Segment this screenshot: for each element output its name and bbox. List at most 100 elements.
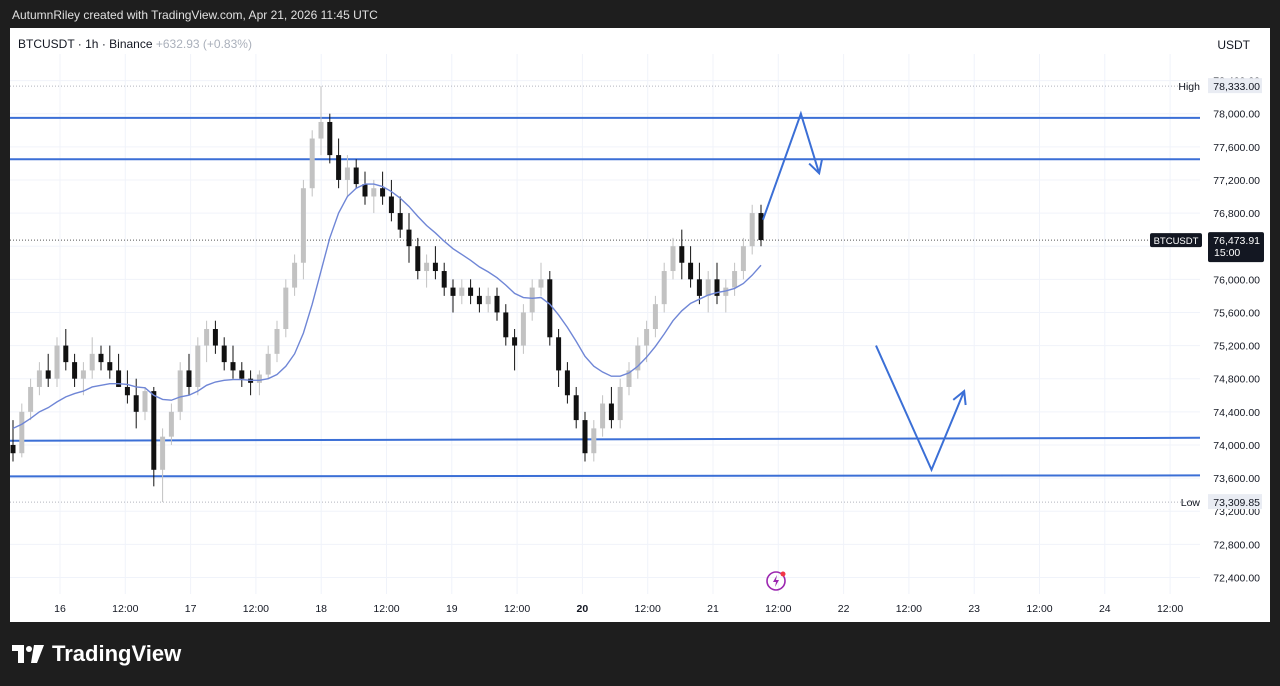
countdown-value: 15:00 — [1214, 247, 1240, 259]
candle — [292, 254, 298, 296]
candle — [494, 287, 500, 321]
y-tick-label: 77,600.00 — [1213, 142, 1260, 154]
x-tick-label: 12:00 — [1026, 603, 1052, 615]
candle-body — [45, 370, 51, 379]
candle-body — [36, 370, 42, 387]
candle — [723, 279, 729, 313]
candle-body — [239, 370, 245, 379]
candle-body — [28, 386, 34, 412]
x-tick-label: 12:00 — [243, 603, 269, 615]
x-tick-label: 23 — [968, 603, 980, 615]
x-tick-label: 18 — [315, 603, 327, 615]
candle-body — [494, 295, 500, 313]
last-price-value: 76,473.91 — [1213, 235, 1260, 247]
candle — [265, 345, 271, 379]
candle-body — [142, 391, 148, 412]
candle-body — [168, 411, 174, 437]
candle-body — [441, 271, 447, 288]
candle-body — [635, 345, 641, 371]
candle-body — [758, 213, 764, 241]
low-value: 73,309.85 — [1213, 497, 1260, 509]
x-tick-label: 22 — [838, 603, 850, 615]
candle — [564, 362, 570, 404]
candle — [300, 179, 306, 280]
high-label: High — [1178, 81, 1200, 93]
candle — [397, 196, 403, 238]
candle-body — [740, 246, 746, 272]
candle — [177, 362, 183, 421]
candle-body — [265, 353, 271, 375]
candle — [45, 353, 51, 387]
candle-body — [89, 353, 95, 371]
candle — [309, 130, 315, 197]
candle-body — [177, 370, 183, 412]
candle — [151, 386, 157, 487]
candle-body — [432, 262, 438, 272]
candle-body — [204, 329, 210, 346]
y-tick-label: 73,600.00 — [1213, 473, 1260, 485]
candle — [538, 262, 544, 296]
candle — [740, 237, 746, 280]
candle-body — [608, 403, 614, 421]
candle-body — [107, 362, 113, 371]
candle — [406, 213, 412, 263]
candle — [221, 337, 227, 371]
candle-body — [19, 411, 25, 454]
candle-body — [256, 374, 262, 383]
candle — [204, 320, 210, 363]
candle-body — [80, 370, 86, 379]
candle — [652, 295, 658, 338]
candle — [696, 262, 702, 305]
candle-body — [564, 370, 570, 396]
projection-arrow-down — [875, 345, 966, 473]
candle — [459, 279, 465, 305]
candle — [520, 304, 526, 354]
candle-body — [696, 279, 702, 296]
projection-arrow-up — [762, 110, 821, 221]
candle — [195, 337, 201, 396]
candle-body — [371, 188, 377, 197]
high-value: 78,333.00 — [1213, 81, 1260, 93]
candle-body — [72, 362, 78, 379]
chart-panel[interactable]: 78,400.0078,000.0077,600.0077,200.0076,8… — [10, 28, 1270, 622]
x-tick-label: 12:00 — [504, 603, 530, 615]
candle — [529, 279, 535, 321]
candle — [212, 320, 218, 354]
candle-body — [468, 287, 474, 296]
y-tick-label: 76,800.00 — [1213, 208, 1260, 220]
candle — [714, 262, 720, 305]
candle-body — [547, 279, 553, 338]
legend-change: +632.93 (+0.83%) — [155, 37, 252, 51]
y-tick-label: 78,000.00 — [1213, 109, 1260, 121]
symbol-price-tag — [1150, 233, 1202, 248]
candle-body — [529, 287, 535, 313]
candle — [424, 254, 430, 288]
candle-body — [688, 262, 694, 280]
x-tick-label: 12:00 — [112, 603, 138, 615]
low-label: Low — [1181, 497, 1201, 509]
candle-body — [160, 436, 166, 470]
candle — [72, 353, 78, 387]
candle — [432, 246, 438, 280]
candle — [10, 420, 16, 462]
candles — [10, 86, 764, 503]
candle — [547, 271, 553, 346]
y-tick-label: 73,200.00 — [1213, 506, 1260, 518]
candle — [54, 337, 60, 387]
candle — [450, 279, 456, 313]
candle-body — [670, 246, 676, 272]
candle — [582, 411, 588, 462]
candle — [485, 287, 491, 313]
candle-body — [591, 428, 597, 454]
footer-bar — [0, 622, 1280, 686]
x-tick-label: 20 — [577, 603, 589, 615]
high-value-box — [1208, 78, 1262, 94]
candle — [336, 138, 342, 189]
candle-body — [344, 167, 350, 180]
candle-body — [186, 370, 192, 387]
price-chart[interactable]: 78,400.0078,000.0077,600.0077,200.0076,8… — [10, 28, 1270, 622]
candle-body — [230, 362, 236, 371]
candle-body — [133, 395, 139, 412]
y-tick-label: 77,200.00 — [1213, 175, 1260, 187]
low-value-box — [1208, 494, 1262, 510]
